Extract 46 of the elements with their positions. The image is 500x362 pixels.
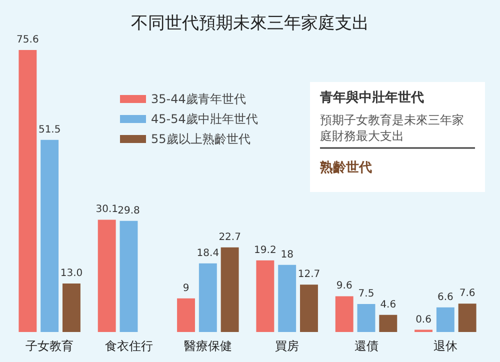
data-label: 51.5 — [38, 124, 61, 136]
bar — [98, 220, 116, 332]
bar — [458, 304, 476, 332]
bar — [62, 284, 80, 332]
x-tick-label: 退休 — [433, 339, 458, 353]
chart-title: 不同世代預期未來三年家庭支出 — [131, 14, 369, 34]
data-label: 22.7 — [218, 232, 241, 243]
legend-label: 35-44歲青年世代 — [151, 92, 246, 106]
data-label: 4.6 — [380, 299, 396, 310]
data-label: 29.8 — [118, 205, 140, 216]
bar — [18, 50, 37, 332]
bar — [220, 247, 239, 332]
data-label: 6.6 — [437, 292, 454, 303]
data-label: 0.6 — [416, 314, 432, 326]
bar — [278, 264, 296, 332]
bar — [120, 220, 138, 332]
x-tick-label: 還債 — [354, 339, 378, 353]
x-tick-label: 醫療保健 — [184, 339, 232, 353]
bar — [335, 296, 354, 332]
bar — [300, 284, 318, 332]
annotation: 熟齡世代 — [319, 160, 372, 176]
bar — [357, 304, 376, 332]
data-label: 18.4 — [196, 248, 220, 259]
data-label: 7.6 — [459, 288, 476, 300]
x-tick-label: 食衣住行 — [104, 339, 153, 353]
annotation: 預期子女教育是未來三年家庭財務最大支出 — [320, 113, 464, 143]
bar — [177, 298, 195, 332]
data-label: 9.6 — [336, 280, 352, 292]
x-tick-label: 子女教育 — [26, 339, 74, 353]
data-label: 75.6 — [16, 34, 39, 46]
bar — [256, 260, 274, 332]
data-label: 7.5 — [358, 288, 374, 300]
annotation: 青年與中壯年世代 — [319, 90, 424, 106]
data-label: 12.7 — [298, 269, 320, 280]
bar — [40, 140, 59, 332]
x-tick-label: 買房 — [275, 339, 300, 353]
data-label: 9 — [182, 282, 190, 294]
legend-label: 45-54歲中壯年世代 — [151, 112, 258, 126]
data-label: 13.0 — [60, 268, 83, 280]
data-label: 18 — [280, 249, 294, 260]
data-label: 19.2 — [254, 244, 276, 256]
bar — [436, 307, 454, 332]
bar — [198, 263, 217, 332]
legend-label: 55歲以上熟齡世代 — [151, 132, 250, 146]
bar — [379, 314, 398, 332]
data-label: 30.1 — [96, 204, 118, 216]
